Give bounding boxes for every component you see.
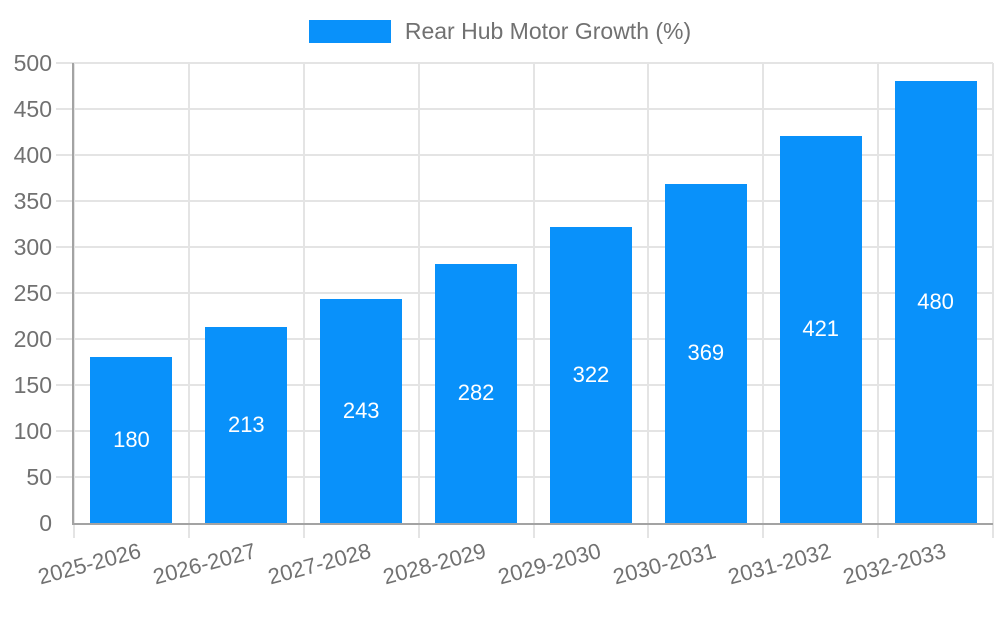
y-tick-label: 50 bbox=[26, 464, 52, 490]
bar: 243 bbox=[320, 299, 403, 523]
y-tick-label: 0 bbox=[39, 510, 52, 536]
y-tick-label: 350 bbox=[13, 188, 52, 214]
x-gridline bbox=[73, 63, 75, 538]
x-gridline bbox=[187, 63, 190, 538]
y-gridline bbox=[56, 62, 993, 64]
x-gridline bbox=[992, 63, 994, 538]
legend: Rear Hub Motor Growth (%) bbox=[0, 17, 1000, 46]
y-gridline bbox=[56, 338, 993, 340]
bar: 421 bbox=[779, 135, 862, 523]
y-tick-label: 500 bbox=[13, 50, 52, 76]
legend-swatch bbox=[308, 20, 391, 43]
bar: 213 bbox=[205, 327, 288, 523]
y-gridline bbox=[56, 476, 993, 478]
bar: 480 bbox=[894, 81, 977, 523]
bar: 369 bbox=[664, 183, 747, 523]
x-gridline bbox=[302, 63, 305, 538]
y-tick-label: 200 bbox=[13, 326, 52, 352]
bar-value-label: 180 bbox=[113, 427, 150, 453]
y-gridline bbox=[56, 200, 993, 202]
bar-value-label: 213 bbox=[227, 412, 265, 438]
y-tick-label: 450 bbox=[13, 96, 52, 122]
y-gridline bbox=[56, 246, 993, 248]
y-tick-label: 150 bbox=[13, 372, 52, 398]
bar-value-label: 243 bbox=[342, 398, 380, 424]
x-gridline bbox=[417, 63, 420, 538]
y-tick-label: 250 bbox=[13, 280, 52, 306]
y-tick-label: 300 bbox=[13, 234, 52, 260]
plot-area: 180 213 243 282 322 369 421 480 bbox=[56, 62, 994, 538]
bar-value-label: 322 bbox=[572, 361, 610, 387]
bar: 282 bbox=[435, 263, 518, 523]
chart-container: Rear Hub Motor Growth (%) 180 213 243 282 32… bbox=[0, 17, 1000, 590]
x-gridline bbox=[762, 63, 765, 538]
legend-label: Rear Hub Motor Growth (%) bbox=[404, 18, 692, 44]
bar-value-label: 282 bbox=[457, 380, 495, 406]
y-gridline bbox=[56, 430, 993, 432]
y-gridline bbox=[56, 384, 993, 386]
y-tick-label: 400 bbox=[13, 142, 52, 168]
x-gridline bbox=[532, 63, 535, 538]
bar-value-label: 421 bbox=[802, 316, 840, 342]
y-gridline bbox=[56, 154, 993, 156]
x-axis-line bbox=[72, 523, 993, 525]
y-gridline bbox=[56, 108, 993, 110]
y-tick-label: 100 bbox=[13, 418, 52, 444]
x-gridline bbox=[877, 63, 880, 538]
bar-value-label: 480 bbox=[917, 289, 954, 315]
bar: 322 bbox=[549, 226, 632, 523]
bar-value-label: 369 bbox=[687, 340, 725, 366]
x-gridline bbox=[647, 63, 650, 538]
bar: 180 bbox=[90, 357, 173, 523]
y-axis-line bbox=[72, 63, 74, 525]
legend-item[interactable]: Rear Hub Motor Growth (%) bbox=[308, 17, 692, 46]
y-gridline bbox=[56, 292, 993, 294]
